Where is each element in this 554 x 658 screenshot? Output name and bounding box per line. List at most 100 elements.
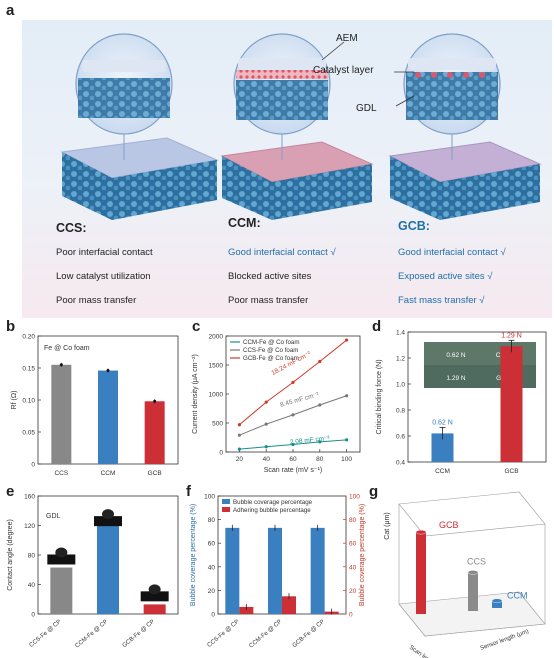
c-point-0-3 [318, 440, 322, 444]
c-legend-label-2: GCB-Fe @ Co foam [243, 355, 299, 362]
e-ytick-label-2: 80 [28, 553, 36, 560]
c-point-1-3 [318, 403, 322, 407]
c-ylabel: Current density (μA cm⁻²) [192, 354, 199, 434]
callout-catalyst-layer: Catalyst layer [313, 65, 374, 76]
c-slope-label-0: 2.08 mF cm⁻² [290, 435, 331, 446]
d-ytick-label-1: 0.6 [396, 434, 405, 441]
g-axis-label-1: Sensor length (μm) [480, 629, 530, 652]
d-xtick-label-0: CCM [435, 468, 450, 475]
f-legend-label-0: Bubble coverage percentage [233, 499, 313, 506]
panel-label-g: g [369, 483, 379, 500]
e-substrate-2 [140, 591, 169, 602]
e-ytick-label-4: 160 [24, 494, 35, 501]
f-legend-swatch-1 [222, 507, 230, 512]
chart-e: 0 40 80 120 160 Contact angle (degree) GDL CCS-… [7, 494, 179, 650]
c-point-1-2 [291, 413, 295, 417]
d-bar-1 [500, 346, 523, 462]
c-legend-label-1: CCS-Fe @ Co foam [243, 347, 298, 354]
e-bar-2 [143, 604, 166, 614]
c-point-2-4 [345, 338, 349, 342]
b-bar-point-1 [106, 369, 110, 373]
ccm-line-1: Good interfacial contact √ [228, 247, 336, 258]
c-point-1-1 [264, 422, 268, 426]
gcb-title: GCB: [398, 219, 430, 233]
d-bar-0 [431, 433, 454, 462]
f-xtick-label-1: CCM-Fe @ CP [248, 619, 283, 650]
ccs-line-3: Poor mass transfer [56, 295, 137, 306]
c-xtick-label-3: 80 [316, 456, 324, 463]
d-ytick-label-2: 0.8 [396, 408, 405, 415]
c-ytick-label-3: 1500 [209, 363, 224, 370]
g-bar-top-2 [491, 598, 503, 603]
e-droplet-1 [102, 509, 114, 520]
e-xtick-label-0: CCS-Fe @ CP [29, 619, 63, 649]
g-floor [398, 591, 546, 637]
c-point-0-2 [291, 442, 295, 447]
g-bar-top-0 [415, 529, 427, 535]
f-bar-0-1 [268, 527, 282, 614]
callout-aem: AEM [336, 33, 358, 44]
g-zlabel: Cat (μm) [384, 512, 391, 539]
f-left-ytick-label-1: 20 [208, 588, 216, 595]
e-substrate-1 [94, 516, 122, 527]
gcb-line-2: Exposed active sites √ [398, 271, 493, 282]
d-ytick-label-3: 1.0 [396, 382, 405, 389]
gcb-block [388, 33, 542, 220]
b-xtick-label-2: GCB [148, 470, 162, 477]
g-bar-label-2: CCM [507, 591, 528, 601]
e-ylabel: Contact angle (degree) [7, 519, 14, 591]
c-point-0-0 [237, 447, 241, 451]
chart-c: 0 500 1000 1500 2000 Current density (μA cm⁻²… [192, 334, 361, 474]
d-data-label-1: 1.29 N [501, 332, 522, 339]
d-xtick-label-1: GCB [504, 468, 518, 475]
g-bar-top-1 [467, 570, 479, 575]
ccs-line-2: Low catalyst utilization [56, 271, 151, 282]
f-right-ytick-label-3: 60 [349, 541, 357, 548]
b-bar-point-2 [153, 399, 157, 403]
e-annotation: GDL [46, 513, 61, 520]
b-ytick-label-1: 0.05 [22, 430, 35, 437]
panel-label-b: b [6, 318, 16, 335]
panel-label-e: e [6, 483, 15, 500]
g-axis-label-0: Scan length (μm) [408, 645, 449, 658]
f-bar-0-0 [225, 527, 240, 614]
b-bar-2 [144, 401, 165, 464]
g-bar-label-1: CCS [467, 556, 486, 566]
f-right-ytick-label-5: 100 [349, 494, 360, 501]
g-bar-label-0: GCB [439, 520, 459, 530]
c-point-2-3 [318, 359, 322, 364]
e-xtick-label-2: GCB-Fe @ CP [122, 619, 156, 649]
f-ylabel-right: Bubble coverage percentage (%) [359, 504, 366, 606]
e-substrate-0 [47, 554, 76, 565]
f-left-ytick-label-4: 80 [208, 517, 216, 524]
ccs-title: CCS: [56, 221, 87, 235]
e-xtick-label-1: CCM-Fe @ CP [74, 619, 109, 650]
chart-b: 0 0.05 0.10 0.15 0.20 Rf (Ω) Fe @ Co foam CCS CC… [11, 334, 179, 477]
c-legend-label-0: CCM-Fe @ Co foam [243, 339, 299, 346]
e-ytick-label-3: 120 [24, 523, 35, 530]
f-xtick-label-0: CCS-Fe @ CP [207, 619, 241, 649]
g-top-plane [398, 491, 546, 537]
d-ytick-label-4: 1.2 [396, 356, 405, 363]
ccs-line-1: Poor interfacial contact [56, 247, 153, 258]
e-ytick-label-1: 40 [28, 582, 36, 589]
e-bar-0 [50, 567, 73, 614]
f-legend-swatch-0 [222, 499, 230, 504]
c-xtick-label-4: 100 [341, 456, 352, 463]
gcb-line-3: Fast mass transfer √ [398, 295, 485, 306]
plot-frame [407, 331, 547, 463]
c-point-1-0 [237, 433, 241, 437]
g-bar-1 [468, 572, 478, 611]
b-ytick-label-4: 0.20 [22, 334, 35, 341]
c-point-2-2 [291, 380, 295, 384]
ccm-title: CCM: [228, 216, 261, 230]
g-bar-0 [416, 532, 426, 614]
c-point-0-1 [264, 445, 268, 449]
d-data-label-0: 0.62 N [432, 419, 453, 426]
e-ytick-label-0: 0 [31, 612, 35, 619]
c-xtick-label-0: 20 [236, 456, 244, 463]
f-left-ytick-label-2: 40 [208, 564, 216, 571]
panel-label-a: a [6, 2, 15, 19]
f-right-ytick-label-0: 0 [349, 612, 353, 619]
d-inset-top-value: 0.62 N [446, 352, 465, 359]
